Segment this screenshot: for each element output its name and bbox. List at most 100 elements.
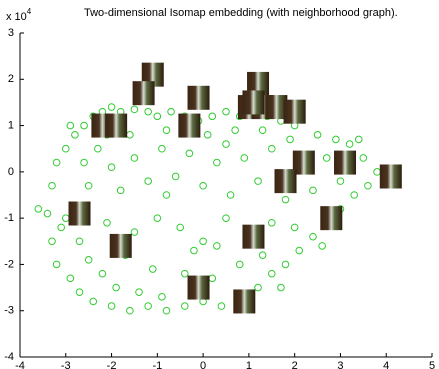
thumbnail xyxy=(133,81,155,105)
point xyxy=(154,215,161,222)
y-tick-label: 3 xyxy=(8,27,14,39)
multiplier-power: 4 xyxy=(27,7,32,16)
thumbnail xyxy=(334,151,356,175)
x-tick-label: 0 xyxy=(200,360,206,369)
point xyxy=(76,238,83,245)
thumbnail xyxy=(380,164,402,188)
point xyxy=(314,132,321,139)
thumbnail xyxy=(284,100,306,124)
point xyxy=(85,182,92,189)
x-tick-label: -1 xyxy=(152,360,162,369)
point xyxy=(168,108,175,115)
point xyxy=(177,224,184,231)
point xyxy=(223,108,230,115)
point xyxy=(259,127,266,134)
point xyxy=(209,275,216,282)
y-tick-label: -4 xyxy=(4,351,14,363)
point xyxy=(296,247,303,254)
point xyxy=(172,173,179,180)
point xyxy=(131,106,138,113)
point xyxy=(310,233,317,240)
point xyxy=(236,261,243,268)
point xyxy=(49,238,56,245)
point xyxy=(200,182,207,189)
point xyxy=(214,243,221,250)
point xyxy=(58,224,65,231)
point xyxy=(268,270,275,277)
y-tick-label: 2 xyxy=(8,73,14,85)
point xyxy=(259,252,266,259)
point xyxy=(53,159,60,166)
point xyxy=(182,270,189,277)
point xyxy=(159,294,166,301)
point xyxy=(227,192,234,199)
x-tick-label: 5 xyxy=(429,360,435,369)
point xyxy=(268,145,275,152)
thumbnail xyxy=(188,276,210,300)
point xyxy=(291,224,298,231)
point xyxy=(131,155,138,162)
x-tick-label: -2 xyxy=(107,360,117,369)
point xyxy=(62,145,69,152)
point xyxy=(204,132,211,139)
point xyxy=(214,159,221,166)
thumbnail xyxy=(110,234,132,258)
point xyxy=(136,289,143,296)
point xyxy=(241,155,248,162)
point xyxy=(35,206,42,213)
point xyxy=(255,284,262,291)
thumbnail xyxy=(178,114,200,138)
point xyxy=(53,261,60,268)
point xyxy=(145,108,152,115)
thumbnail xyxy=(275,169,297,193)
point xyxy=(319,243,326,250)
point xyxy=(72,132,79,139)
y-tick-label: -2 xyxy=(4,258,14,270)
point xyxy=(255,178,262,185)
point xyxy=(191,247,198,254)
point xyxy=(67,275,74,282)
point xyxy=(186,150,193,157)
point xyxy=(67,122,74,129)
point xyxy=(62,215,69,222)
point xyxy=(127,307,134,314)
point xyxy=(163,307,170,314)
point xyxy=(200,238,207,245)
point xyxy=(182,303,189,310)
point xyxy=(49,182,56,189)
point xyxy=(346,141,353,148)
x-tick-label: 4 xyxy=(383,360,389,369)
thumbnail xyxy=(105,114,127,138)
point xyxy=(159,145,166,152)
x-tick-label: 1 xyxy=(246,360,252,369)
thumbnail xyxy=(242,90,264,114)
point xyxy=(287,136,294,143)
point xyxy=(282,196,289,203)
point xyxy=(99,270,106,277)
point xyxy=(223,215,230,222)
thumbnail xyxy=(188,86,210,110)
point xyxy=(218,303,225,310)
point xyxy=(81,159,88,166)
point xyxy=(310,187,317,194)
point xyxy=(337,178,344,185)
point xyxy=(365,182,372,189)
point xyxy=(108,104,115,111)
point xyxy=(323,155,330,162)
axis-multiplier: x 104 xyxy=(6,7,32,23)
point xyxy=(163,127,170,134)
point xyxy=(131,229,138,236)
x-tick-label: 3 xyxy=(337,360,343,369)
y-tick-label: -3 xyxy=(4,305,14,317)
point xyxy=(223,141,230,148)
thumbnail xyxy=(320,206,342,230)
chart: Two-dimensional Isomap embedding (with n… xyxy=(0,0,439,369)
thumbnail xyxy=(233,289,255,313)
y-tick-label: 0 xyxy=(8,166,14,178)
y-tick-label: -1 xyxy=(4,212,14,224)
x-tick-label: -4 xyxy=(15,360,25,369)
multiplier-base: x 10 xyxy=(6,11,27,23)
point xyxy=(81,122,88,129)
point xyxy=(85,257,92,264)
point xyxy=(355,136,362,143)
